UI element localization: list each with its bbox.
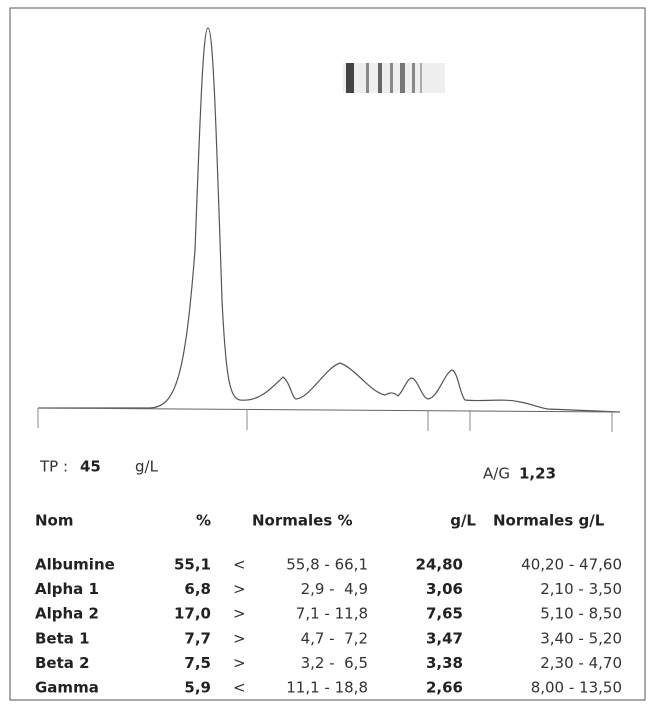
percent: 5,9: [184, 679, 211, 697]
normal-percent: 11,1 - 18,8: [286, 679, 368, 697]
normal-concentration: 3,40 - 5,20: [540, 629, 622, 647]
column-header: Nom: [35, 512, 74, 530]
comparison: >: [233, 580, 246, 598]
percent: 6,8: [184, 580, 211, 598]
protein-name: Alpha 2: [35, 605, 99, 623]
protein-name: Albumine: [35, 556, 115, 574]
column-header: g/L: [450, 512, 476, 530]
tp-value: 45: [80, 458, 101, 476]
concentration: 24,80: [416, 556, 463, 574]
page: TP : 45 g/L A/G 1,23 Nom% Normales % g/L No…: [0, 0, 655, 710]
ag-label: A/G: [483, 465, 510, 483]
comparison: <: [233, 556, 246, 574]
normal-percent: 3,2 - 6,5: [301, 654, 368, 672]
protein-name: Alpha 1: [35, 580, 99, 598]
concentration: 3,06: [426, 580, 463, 598]
concentration: 3,47: [426, 629, 463, 647]
comparison: <: [233, 679, 246, 697]
percent: 7,5: [184, 654, 211, 672]
tp-unit: g/L: [135, 458, 159, 476]
concentration: 3,38: [426, 654, 463, 672]
percent: 7,7: [184, 629, 211, 647]
ag-value: 1,23: [519, 465, 556, 483]
concentration: 2,66: [426, 679, 463, 697]
comparison: >: [233, 605, 246, 623]
tp-label: TP :: [39, 458, 68, 476]
normal-percent: 2,9 - 4,9: [301, 580, 368, 598]
normal-percent: 55,8 - 66,1: [286, 556, 368, 574]
normal-concentration: 2,10 - 3,50: [540, 580, 622, 598]
protein-name: Beta 2: [35, 654, 90, 672]
normal-percent: 7,1 - 11,8: [296, 605, 368, 623]
concentration: 7,65: [426, 605, 463, 623]
normal-concentration: 5,10 - 8,50: [540, 605, 622, 623]
column-header: Normales %: [252, 512, 353, 530]
normal-concentration: 40,20 - 47,60: [521, 556, 622, 574]
report: TP : 45 g/L A/G 1,23 Nom% Normales % g/L No…: [0, 0, 655, 710]
protein-name: Beta 1: [35, 629, 90, 647]
column-header: Normales g/L: [493, 512, 605, 530]
percent: 17,0: [174, 605, 211, 623]
comparison: >: [233, 629, 246, 647]
column-header: %: [196, 512, 211, 530]
percent: 55,1: [174, 556, 211, 574]
gel-strip: [343, 63, 445, 93]
normal-concentration: 8,00 - 13,50: [531, 679, 622, 697]
normal-percent: 4,7 - 7,2: [301, 629, 368, 647]
comparison: >: [233, 654, 246, 672]
protein-name: Gamma: [35, 679, 99, 697]
normal-concentration: 2,30 - 4,70: [540, 654, 622, 672]
